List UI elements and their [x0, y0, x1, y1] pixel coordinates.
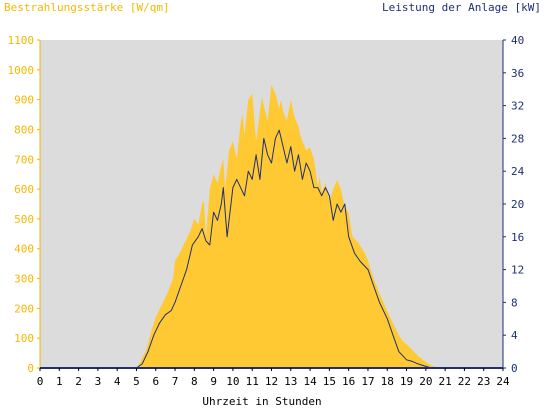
right-tick-label: 12	[511, 264, 524, 277]
x-tick-label: 5	[133, 375, 140, 388]
x-tick-label: 6	[152, 375, 159, 388]
left-tick-label: 1100	[8, 34, 35, 47]
x-tick-label: 0	[37, 375, 44, 388]
left-tick-label: 1000	[8, 64, 35, 77]
x-axis-title: Uhrzeit in Stunden	[202, 395, 321, 408]
axes-layer	[37, 39, 506, 371]
x-tick-label: 13	[284, 375, 297, 388]
right-tick-label: 32	[511, 100, 524, 113]
x-tick-label: 22	[458, 375, 471, 388]
x-tick-label: 17	[361, 375, 374, 388]
x-tick-label: 20	[419, 375, 432, 388]
left-tick-label: 500	[14, 213, 34, 226]
right-tick-label: 28	[511, 132, 524, 145]
irradiance-area	[40, 84, 503, 368]
x-tick-label: 14	[303, 375, 317, 388]
x-tick-label: 18	[381, 375, 394, 388]
left-tick-label: 800	[14, 123, 34, 136]
left-tick-label: 900	[14, 94, 34, 107]
right-tick-label: 20	[511, 198, 524, 211]
right-tick-label: 24	[511, 165, 525, 178]
right-tick-label: 0	[511, 362, 518, 375]
power-line	[40, 129, 503, 369]
left-tick-label: 0	[27, 362, 34, 375]
x-tick-label: 4	[114, 375, 121, 388]
left-tick-label: 200	[14, 302, 34, 315]
right-axis-title: Leistung der Anlage [kW]	[382, 1, 541, 14]
x-tick-label: 23	[477, 375, 490, 388]
left-tick-label: 100	[14, 332, 34, 345]
x-tick-label: 16	[342, 375, 355, 388]
x-tick-label: 21	[439, 375, 452, 388]
x-tick-label: 1	[56, 375, 63, 388]
right-tick-label: 4	[511, 329, 518, 342]
left-axis-title: Bestrahlungsstärke [W/qm]	[4, 1, 170, 14]
x-tick-label: 7	[172, 375, 179, 388]
x-tick-label: 12	[265, 375, 278, 388]
x-tick-label: 3	[95, 375, 102, 388]
x-tick-label: 10	[226, 375, 239, 388]
x-tick-label: 8	[191, 375, 198, 388]
left-tick-label: 600	[14, 183, 34, 196]
right-tick-label: 8	[511, 296, 518, 309]
x-tick-label: 11	[246, 375, 259, 388]
irradiance-area-layer	[40, 84, 503, 368]
right-tick-label: 16	[511, 231, 524, 244]
x-tick-label: 15	[323, 375, 336, 388]
right-tick-label: 36	[511, 67, 524, 80]
x-tick-label: 19	[400, 375, 413, 388]
right-tick-label: 40	[511, 34, 524, 47]
x-tick-label: 9	[210, 375, 217, 388]
left-tick-label: 300	[14, 273, 34, 286]
power-line-layer	[40, 129, 503, 369]
tick-labels-layer: 0100200300400500600700800900100011000481…	[8, 34, 525, 388]
left-tick-label: 700	[14, 153, 34, 166]
x-tick-label: 2	[75, 375, 82, 388]
left-tick-label: 400	[14, 243, 34, 256]
x-tick-label: 24	[496, 375, 510, 388]
